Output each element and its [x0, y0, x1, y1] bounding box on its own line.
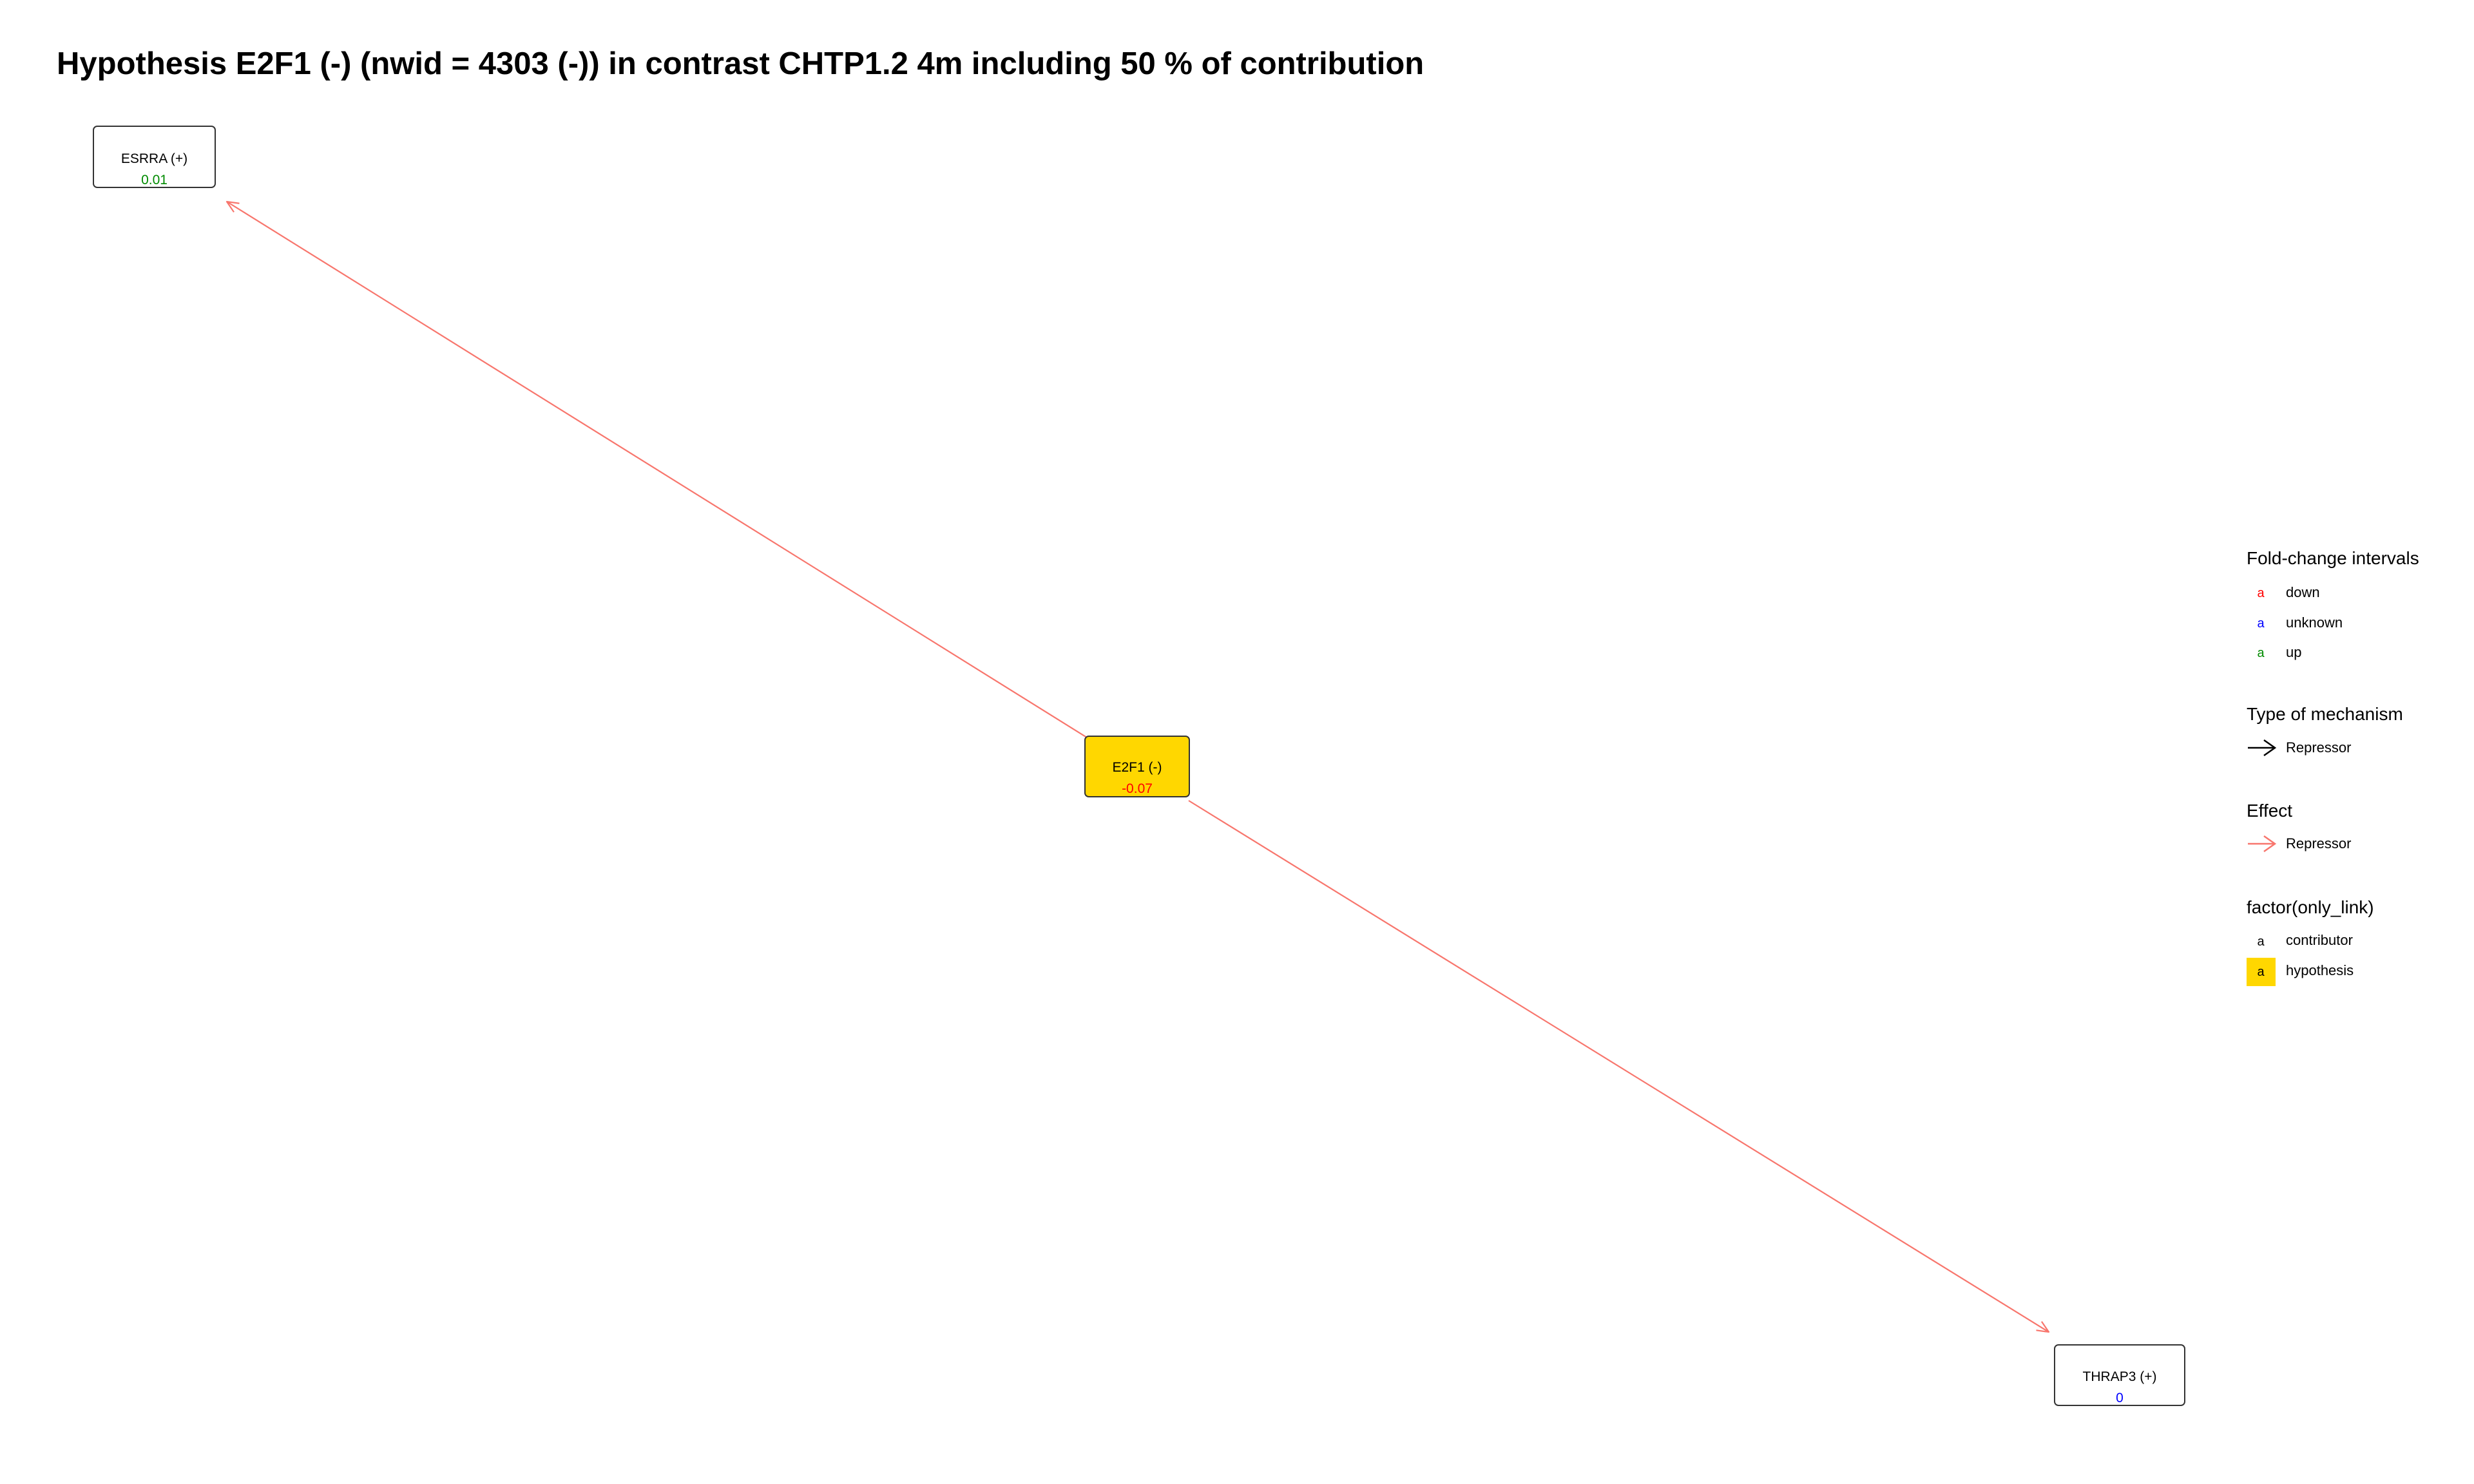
legend-title-only-link: factor(only_link) [2247, 897, 2374, 917]
legend-label-effect-repressor: Repressor [2286, 835, 2351, 851]
node-esrra[interactable]: ESRRA (+) 0.01 [93, 126, 216, 188]
legend-key-down: a [2257, 586, 2265, 600]
legend-title-fold-change: Fold-change intervals [2247, 548, 2419, 568]
node-thrap3[interactable]: THRAP3 (+) 0 [2054, 1344, 2185, 1406]
mechanism-arrow-icon [2248, 739, 2277, 757]
node-fold-change-value: 0.01 [141, 173, 168, 187]
node-box [93, 126, 216, 188]
legend-label-mechanism-repressor: Repressor [2286, 739, 2351, 756]
effect-arrow-icon [2248, 835, 2277, 853]
legend-label-hypothesis: hypothesis [2286, 962, 2354, 978]
edges [227, 202, 2049, 1332]
legend-key-up: a [2257, 646, 2265, 660]
legend-key-contributor: a [2257, 935, 2265, 949]
legend-swatch-contributor [2247, 929, 2276, 953]
edge-e2f1-to-thrap3 [1188, 800, 2049, 1332]
legend-title-mechanism: Type of mechanism [2247, 704, 2403, 724]
node-label: ESRRA (+) [121, 151, 187, 166]
legend-key-unknown: a [2257, 616, 2265, 631]
legend-label-up: up [2286, 644, 2301, 660]
legend-label-unknown: unknown [2286, 614, 2343, 631]
legend: Fold-change intervals a down a unknown a… [2247, 548, 2419, 986]
node-e2f1[interactable]: E2F1 (-) -0.07 [1084, 736, 1190, 797]
edge-e2f1-to-esrra [227, 202, 1088, 738]
node-box [2054, 1344, 2185, 1406]
legend-key-hypothesis: a [2257, 965, 2265, 979]
legend-label-contributor: contributor [2286, 932, 2353, 948]
legend-label-down: down [2286, 584, 2320, 600]
node-box [1084, 736, 1190, 797]
node-label: THRAP3 (+) [2083, 1369, 2157, 1384]
diagram-title: Hypothesis E2F1 (-) (nwid = 4303 (-)) in… [57, 46, 1424, 81]
node-label: E2F1 (-) [1112, 760, 1162, 775]
node-fold-change-value: -0.07 [1122, 781, 1153, 796]
legend-swatch-hypothesis [2247, 958, 2276, 986]
legend-title-effect: Effect [2247, 801, 2292, 821]
node-fold-change-value: 0 [2116, 1391, 2124, 1405]
